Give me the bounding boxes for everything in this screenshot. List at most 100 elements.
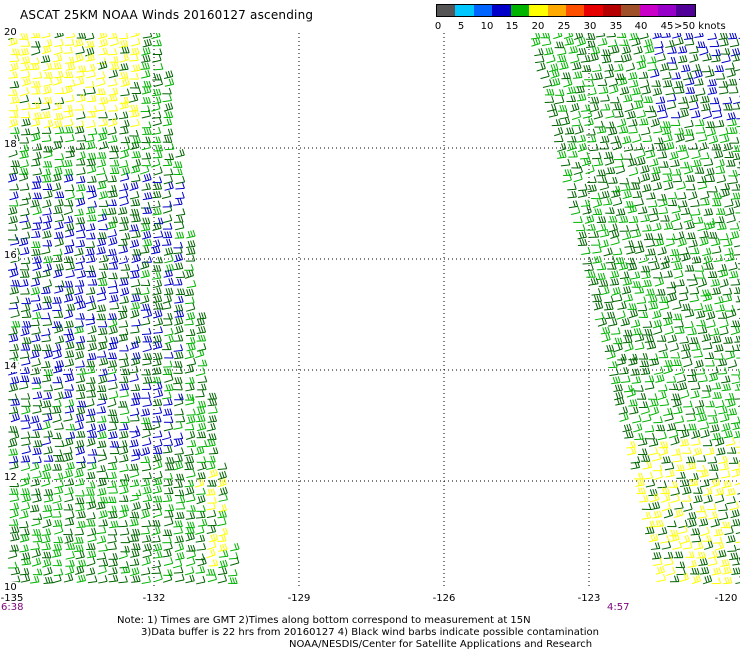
wind-barb	[623, 94, 633, 103]
wind-barb	[10, 127, 20, 134]
wind-barb	[108, 272, 118, 280]
wind-barb	[592, 295, 602, 303]
wind-barb	[691, 574, 702, 585]
wind-barb	[185, 532, 195, 542]
wind-barb	[663, 551, 674, 559]
wind-barb	[131, 214, 141, 223]
wind-barb	[563, 169, 573, 177]
wind-barb	[614, 391, 624, 401]
wind-barb	[152, 550, 163, 559]
wind-barb	[30, 461, 40, 472]
wind-barb	[642, 224, 652, 232]
wind-barb	[638, 401, 649, 409]
wind-barb	[716, 174, 727, 184]
wind-barb	[141, 428, 151, 439]
wind-barb	[129, 511, 140, 519]
wind-barb	[74, 325, 84, 334]
wind-barb	[719, 326, 729, 336]
wind-barb	[119, 376, 129, 383]
wind-barb	[684, 264, 695, 272]
wind-barb	[75, 550, 85, 560]
wind-barb	[718, 406, 728, 415]
wind-barb	[98, 575, 108, 584]
wind-barb	[10, 320, 21, 328]
wind-barb	[639, 79, 650, 89]
wind-barb	[151, 33, 161, 40]
wind-barb	[715, 494, 725, 504]
wind-barb	[674, 320, 684, 328]
wind-barb	[564, 127, 575, 135]
wind-barb	[130, 301, 141, 310]
wind-barb	[63, 215, 74, 224]
wind-barb	[98, 140, 109, 150]
wind-barb	[41, 110, 51, 120]
wind-barb	[54, 335, 65, 344]
wind-barb	[737, 308, 740, 311]
wind-barb	[582, 257, 592, 265]
wind-barb	[19, 183, 30, 191]
wind-barb	[715, 216, 725, 224]
wind-barb	[41, 269, 51, 278]
wind-barb	[639, 360, 650, 368]
wind-barb	[64, 405, 75, 414]
wind-barb	[605, 167, 616, 175]
wind-barb	[733, 430, 740, 439]
wind-barb	[20, 488, 30, 496]
wind-barb	[109, 62, 120, 70]
wind-barb	[694, 399, 705, 408]
wind-barb	[108, 94, 118, 102]
wind-barb	[658, 351, 669, 359]
wind-barb	[628, 309, 638, 319]
wind-barb	[574, 125, 584, 135]
wind-barb	[638, 254, 648, 264]
wind-barb	[669, 529, 679, 537]
wind-barb	[174, 535, 184, 544]
wind-barb	[42, 160, 53, 168]
wind-barb	[73, 294, 84, 305]
wind-barb	[9, 493, 20, 502]
wind-barb	[53, 364, 63, 374]
wind-barb	[703, 494, 713, 504]
wind-barb	[174, 351, 184, 360]
wind-barb	[164, 181, 174, 191]
wind-barb	[664, 181, 674, 191]
wind-barb	[660, 214, 670, 222]
wind-barb	[9, 62, 19, 72]
wind-barb	[668, 62, 679, 71]
wind-barb	[697, 510, 708, 519]
wind-barb	[730, 416, 740, 425]
wind-barb	[635, 341, 645, 351]
wind-barb	[197, 312, 207, 320]
wind-barb	[54, 70, 64, 79]
wind-barb	[31, 222, 42, 231]
wind-barb	[601, 333, 611, 343]
wind-barb	[642, 279, 652, 287]
wind-barb	[660, 260, 670, 270]
wind-barb	[173, 461, 184, 471]
wind-barb	[64, 518, 75, 527]
wind-barb	[723, 103, 733, 111]
wind-barb	[206, 439, 216, 448]
wind-barb	[96, 103, 106, 112]
wind-barb	[142, 33, 153, 39]
wind-barb	[733, 199, 740, 209]
wind-barb	[678, 525, 688, 535]
wind-barb	[64, 38, 75, 46]
wind-barb	[54, 33, 64, 39]
wind-barb	[97, 271, 107, 280]
wind-barb	[107, 409, 118, 417]
wind-barb	[152, 415, 162, 423]
wind-barb	[86, 408, 96, 417]
wind-barb	[74, 208, 84, 217]
wind-barb	[616, 33, 627, 38]
wind-barb	[612, 197, 623, 207]
wind-barb	[53, 167, 63, 177]
wind-barb	[86, 110, 96, 118]
wind-barb	[645, 239, 656, 248]
wind-barb	[672, 541, 682, 550]
wind-barb	[217, 510, 227, 519]
wind-barb	[130, 325, 140, 334]
legend-color-bar	[436, 4, 696, 17]
wind-barb	[709, 40, 720, 48]
wind-barb	[628, 118, 638, 127]
